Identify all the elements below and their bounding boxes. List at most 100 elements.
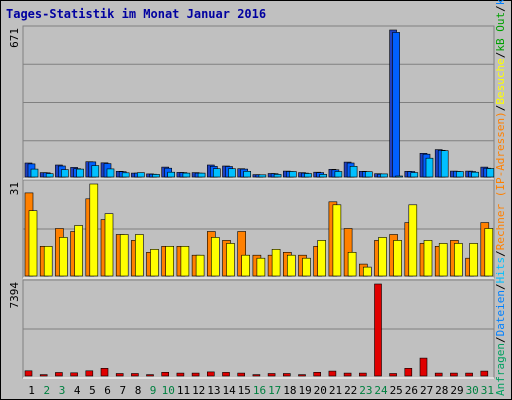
bar-kb-f-day-17 (267, 373, 276, 377)
x-tick-label-day-3: 3 (59, 384, 66, 397)
x-tick-label-day-26: 26 (405, 384, 418, 397)
bar-besuche-day-13 (211, 237, 220, 277)
bar-kb-f-day-7 (115, 373, 124, 377)
bar-hits-day-25 (395, 175, 403, 178)
bar-hits-day-21 (334, 171, 343, 178)
x-tick-label-day-7: 7 (119, 384, 126, 397)
x-tick-label-day-6: 6 (104, 384, 111, 397)
panel-middle-max-label: 31 (8, 182, 21, 195)
bar-besuche-day-28 (438, 243, 448, 277)
bar-kb-f-day-24 (374, 283, 382, 377)
x-tick-label-day-20: 20 (314, 384, 327, 397)
bar-kb-f-day-12 (191, 372, 200, 377)
legend-entry: / (494, 250, 507, 257)
bar-kb-f-day-8 (131, 373, 139, 377)
bar-besuche-day-5 (89, 183, 99, 277)
x-tick-label-day-17: 17 (268, 384, 281, 397)
bar-besuche-day-2 (43, 246, 53, 277)
bar-kb-f-day-28 (434, 372, 443, 377)
bar-besuche-day-26 (408, 204, 418, 277)
bar-hits-day-14 (228, 168, 236, 178)
bar-kb-f-day-20 (313, 371, 322, 377)
legend-entry: kB Out (494, 12, 507, 52)
bar-hits-day-29 (456, 171, 464, 178)
x-tick-label-day-23: 23 (359, 384, 372, 397)
x-tick-label-day-25: 25 (390, 384, 403, 397)
bar-hits-day-12 (197, 172, 206, 178)
bar-besuche-day-3 (59, 237, 68, 277)
bar-besuche-day-19 (302, 257, 311, 277)
bar-kb-f-day-31 (480, 370, 489, 377)
bar-besuche-day-14 (226, 243, 235, 277)
bar-besuche-day-25 (393, 240, 402, 277)
bar-hits-day-20 (319, 174, 328, 178)
bar-hits-day-22 (349, 166, 358, 178)
bar-hits-day-9 (152, 174, 160, 178)
panel-middle: 31 (8, 179, 495, 279)
x-tick-label-day-12: 12 (192, 384, 205, 397)
bar-hits-day-26 (410, 172, 419, 178)
legend-entry: Hits (494, 257, 507, 284)
bar-besuche-day-11 (180, 246, 190, 277)
x-tick-label-day-18: 18 (283, 384, 296, 397)
bar-besuche-day-8 (135, 234, 144, 277)
x-tick-label-day-9: 9 (150, 384, 157, 397)
bar-kb-f-day-26 (404, 367, 413, 377)
x-tick-label-day-2: 2 (43, 384, 50, 397)
bar-hits-day-24 (380, 173, 388, 178)
chart-title: Tages-Statistik im Monat Januar 2016 (6, 7, 266, 21)
x-tick-label-day-14: 14 (222, 384, 236, 397)
bar-hits-day-8 (137, 172, 145, 178)
bar-besuche-day-1 (28, 210, 38, 277)
bar-besuche-day-7 (119, 234, 129, 277)
bar-hits-day-31 (486, 168, 495, 178)
x-tick-label-day-10: 10 (162, 384, 175, 397)
bar-kb-f-day-11 (176, 372, 185, 377)
bar-hits-day-2 (45, 173, 54, 178)
bar-kb-f-day-4 (70, 372, 78, 377)
bar-kb-f-day-6 (100, 367, 109, 377)
x-tick-label-day-22: 22 (344, 384, 357, 397)
bar-hits-day-18 (288, 171, 297, 178)
bar-dateien-day-25 (392, 32, 400, 178)
x-tick-label-day-29: 29 (450, 384, 463, 397)
legend-entry: Anfragen (494, 343, 507, 396)
bar-besuche-day-21 (332, 204, 342, 277)
bar-besuche-day-27 (423, 240, 433, 277)
bar-hits-day-7 (121, 172, 130, 178)
bar-hits-day-27 (425, 157, 434, 178)
bar-kb-f-day-25 (389, 373, 397, 377)
bar-hits-day-30 (471, 171, 479, 178)
x-tick-label-day-13: 13 (207, 384, 220, 397)
panel-top-max-label: 671 (8, 28, 21, 48)
bar-hits-day-16 (258, 174, 267, 178)
bar-hits-day-13 (213, 168, 221, 178)
bar-hits-day-5 (91, 165, 100, 178)
bar-kb-f-day-9 (146, 374, 154, 377)
bar-kb-f-day-21 (328, 370, 337, 377)
x-tick-label-day-1: 1 (28, 384, 35, 397)
bar-hits-day-4 (76, 168, 84, 178)
bar-kb-f-day-29 (450, 372, 458, 377)
x-tick-label-day-11: 11 (177, 384, 190, 397)
bar-besuche-day-10 (165, 246, 174, 277)
bar-besuche-day-22 (347, 252, 357, 277)
bar-besuche-day-17 (271, 249, 281, 277)
x-tick-label-day-4: 4 (74, 384, 81, 397)
bar-kb-f-day-15 (237, 372, 245, 377)
x-tick-label-day-19: 19 (298, 384, 311, 397)
legend-entry: / (494, 52, 507, 59)
chart-panels: 671 31 7394 (8, 25, 495, 379)
bar-hits-day-28 (440, 150, 449, 178)
bar-kb-f-day-22 (343, 372, 352, 377)
x-tick-label-day-16: 16 (253, 384, 266, 397)
bar-hits-day-1 (30, 168, 39, 178)
x-tick-label-day-30: 30 (466, 384, 479, 397)
bar-kb-f-day-1 (24, 370, 33, 377)
bar-kb-f-day-30 (465, 372, 473, 377)
legend-entry: / (494, 5, 507, 12)
bar-besuche-day-12 (195, 254, 205, 277)
legend-right: Anfragen/Dateien/Hits/Rechner (IP-Adress… (494, 0, 507, 396)
legend-entry: Rechner (IP-Adressen) (494, 111, 507, 250)
x-tick-label-day-8: 8 (135, 384, 142, 397)
